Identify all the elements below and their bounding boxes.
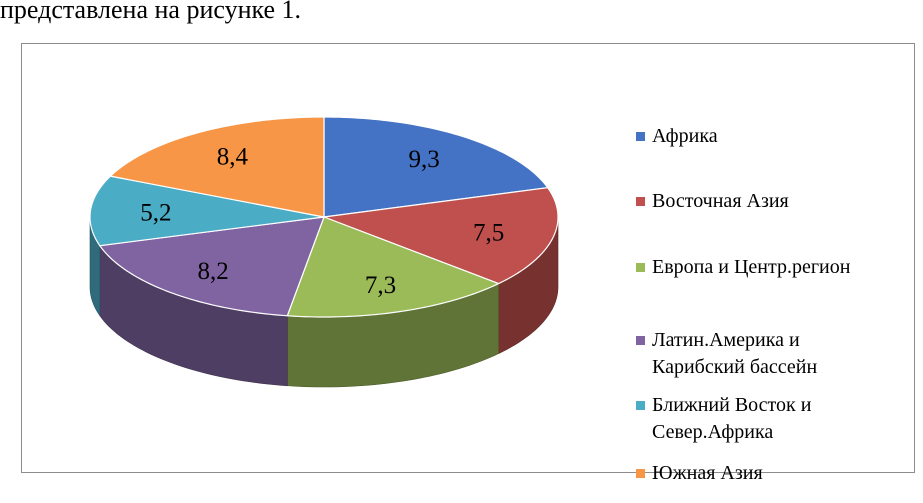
pie-labels: 9,3 7,5 7,3 8,2 5,2 8,4 (140, 144, 504, 299)
pie-slice-0 (323, 116, 549, 218)
pie-slice-4 (89, 175, 325, 247)
legend-label: Африка (652, 125, 718, 147)
intro-text: представлена на рисунке 1. (0, 0, 302, 24)
pie-slice-2 (286, 216, 501, 318)
pie-slice-1 (323, 187, 559, 285)
legend-swatch (636, 132, 645, 141)
legend-swatch (636, 336, 645, 345)
chart-area: 9,3 7,5 7,3 8,2 5,2 8,4 Африка Восточная Азия Е… (21, 43, 915, 484)
data-label-4: 5,2 (140, 199, 171, 226)
legend-swatch (636, 263, 645, 272)
legend-swatch (636, 469, 645, 478)
data-label-3: 8,2 (197, 258, 228, 285)
legend-label: Европа и Центр.регион (652, 256, 851, 278)
legend-label: Ближний Восток и Север.Африка (652, 394, 812, 443)
data-label-5: 8,4 (217, 144, 249, 171)
pie-chart: 9,3 7,5 7,3 8,2 5,2 8,4 (89, 116, 559, 388)
data-label-1: 7,5 (473, 219, 504, 246)
pie-slice-3 (98, 216, 325, 317)
legend-label: Южная Азия (652, 462, 763, 484)
data-label-2: 7,3 (365, 272, 396, 299)
pie-slice-5 (109, 116, 325, 218)
legend-label: Латин.Америка и Карибский бассейн (652, 329, 818, 378)
legend-label: Восточная Азия (652, 190, 789, 212)
pie-sides (89, 216, 559, 388)
legend-swatch (636, 197, 645, 206)
legend-swatch (636, 401, 645, 410)
pie-tops (89, 116, 559, 318)
data-label-0: 9,3 (408, 146, 439, 173)
chart-legend: Африка Восточная Азия Европа и Центр.регио… (636, 123, 923, 503)
